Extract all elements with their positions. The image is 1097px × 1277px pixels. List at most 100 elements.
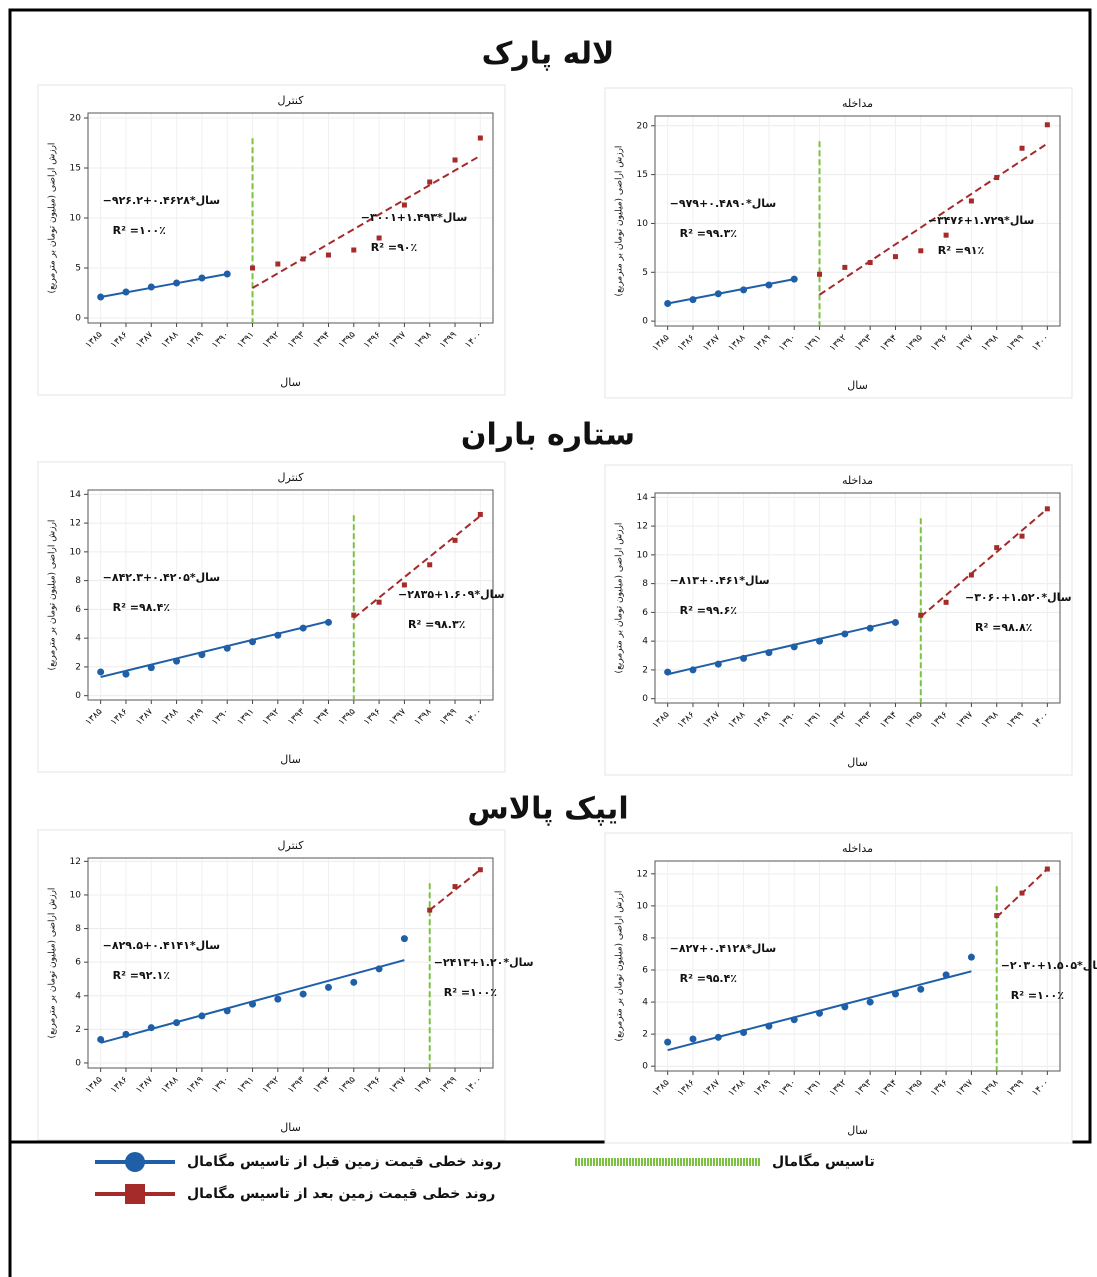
equation: −۹۲۶.۲+۰.۴۶۲۸*سال bbox=[103, 194, 220, 207]
data-point bbox=[249, 1000, 257, 1008]
data-point bbox=[223, 1007, 231, 1015]
data-point bbox=[842, 264, 848, 270]
data-point bbox=[816, 1009, 824, 1017]
x-axis-label: سال bbox=[847, 1124, 868, 1137]
y-tick-label: 6 bbox=[75, 958, 81, 968]
trend-line bbox=[667, 278, 795, 305]
data-point bbox=[841, 630, 849, 638]
r-squared: R² =۹۹.۳٪ bbox=[680, 227, 737, 240]
data-point bbox=[968, 572, 974, 578]
y-tick-label: 6 bbox=[75, 605, 81, 615]
data-point bbox=[324, 618, 332, 626]
data-point bbox=[350, 978, 358, 986]
r-squared: R² =۱۰۰٪ bbox=[444, 986, 497, 999]
data-point bbox=[994, 913, 1000, 919]
data-point bbox=[790, 643, 798, 651]
section-title: لاله پارک bbox=[482, 37, 615, 72]
y-tick-label: 5 bbox=[642, 268, 648, 278]
y-tick-label: 20 bbox=[70, 114, 82, 124]
y-tick-label: 10 bbox=[70, 214, 82, 224]
data-point bbox=[375, 965, 383, 973]
y-tick-label: 6 bbox=[642, 966, 648, 976]
equation: −۳۰۰۱+۱.۴۹۳*سال bbox=[361, 211, 468, 224]
data-point bbox=[249, 638, 257, 646]
data-point bbox=[299, 990, 307, 998]
y-axis-label: ارزش اراضی (میلیون تومان بر مترمربع) bbox=[48, 520, 58, 671]
chart-title: کنترل bbox=[278, 94, 305, 107]
y-tick-label: 12 bbox=[637, 522, 648, 532]
y-tick-label: 4 bbox=[642, 637, 648, 647]
plot-area bbox=[87, 489, 494, 701]
data-point bbox=[376, 235, 382, 241]
data-point bbox=[689, 296, 697, 304]
section-title: ستاره باران bbox=[461, 418, 635, 453]
data-point bbox=[968, 198, 974, 204]
data-point bbox=[918, 612, 924, 618]
data-point bbox=[401, 582, 407, 588]
data-point bbox=[147, 664, 155, 672]
x-axis-label: سال bbox=[847, 756, 868, 769]
chart-title: مداخله bbox=[842, 842, 873, 855]
legend-label: تاسیس مگامال bbox=[772, 1153, 875, 1170]
data-point bbox=[714, 660, 722, 668]
y-tick-label: 8 bbox=[75, 924, 81, 934]
r-squared: R² =۹۰٪ bbox=[371, 241, 417, 254]
y-tick-label: 4 bbox=[75, 634, 81, 644]
data-point bbox=[689, 666, 697, 674]
y-tick-label: 0 bbox=[75, 314, 81, 324]
data-point bbox=[173, 279, 181, 287]
data-point bbox=[477, 867, 483, 873]
x-axis-label: سال bbox=[847, 379, 868, 392]
data-point bbox=[943, 599, 949, 605]
equation: −۸۲۹.۵+۰.۴۱۴۱*سال bbox=[103, 939, 220, 952]
chart-panel bbox=[37, 829, 506, 1141]
data-point bbox=[918, 248, 924, 254]
data-point bbox=[324, 983, 332, 991]
y-axis-label: ارزش اراضی (میلیون تومان بر مترمربع) bbox=[615, 146, 625, 297]
data-point bbox=[740, 286, 748, 294]
equation: −۸۲۷+۰.۴۱۲۸*سال bbox=[670, 942, 777, 955]
data-point bbox=[275, 261, 281, 267]
data-point bbox=[173, 1019, 181, 1027]
data-point bbox=[817, 271, 823, 277]
r-squared: R² =۹۱٪ bbox=[938, 244, 984, 257]
data-point bbox=[300, 256, 306, 262]
plot-area bbox=[654, 492, 1061, 704]
y-tick-label: 12 bbox=[70, 857, 81, 867]
y-tick-label: 12 bbox=[637, 869, 648, 879]
data-point bbox=[97, 293, 105, 301]
chart-title: مداخله bbox=[842, 97, 873, 110]
data-point bbox=[740, 1029, 748, 1037]
r-squared: R² =۱۰۰٪ bbox=[1011, 989, 1064, 1002]
data-point bbox=[994, 545, 1000, 551]
frame bbox=[8, 8, 1092, 1144]
y-tick-label: 0 bbox=[642, 317, 648, 327]
data-point bbox=[740, 654, 748, 662]
trend-line bbox=[100, 273, 228, 298]
trend-line bbox=[818, 142, 1048, 296]
data-point bbox=[866, 624, 874, 632]
data-point bbox=[1019, 533, 1025, 539]
data-point bbox=[714, 1033, 722, 1041]
data-point bbox=[198, 1012, 206, 1020]
data-point bbox=[892, 254, 898, 260]
data-point bbox=[891, 618, 899, 626]
data-point bbox=[401, 202, 407, 208]
y-tick-label: 8 bbox=[642, 933, 648, 943]
trend-line bbox=[353, 515, 481, 619]
trend-line bbox=[100, 620, 329, 678]
data-point bbox=[714, 290, 722, 298]
legend-label: روند خطی قیمت زمین قبل از تاسیس مگامال bbox=[187, 1153, 501, 1170]
y-axis-label: ارزش اراضی (میلیون تومان بر مترمربع) bbox=[615, 891, 625, 1042]
data-point bbox=[274, 631, 282, 639]
chart-panel bbox=[604, 87, 1073, 399]
plot-area bbox=[654, 860, 1061, 1072]
data-point bbox=[122, 288, 130, 296]
equation: −۲۴۱۳+۱.۲۰*سال bbox=[434, 956, 534, 969]
plot-area bbox=[654, 115, 1061, 327]
data-point bbox=[452, 157, 458, 163]
data-point bbox=[765, 1022, 773, 1030]
y-tick-label: 10 bbox=[637, 550, 649, 560]
x-axis-label: سال bbox=[280, 753, 301, 766]
chart-panel bbox=[604, 832, 1073, 1144]
